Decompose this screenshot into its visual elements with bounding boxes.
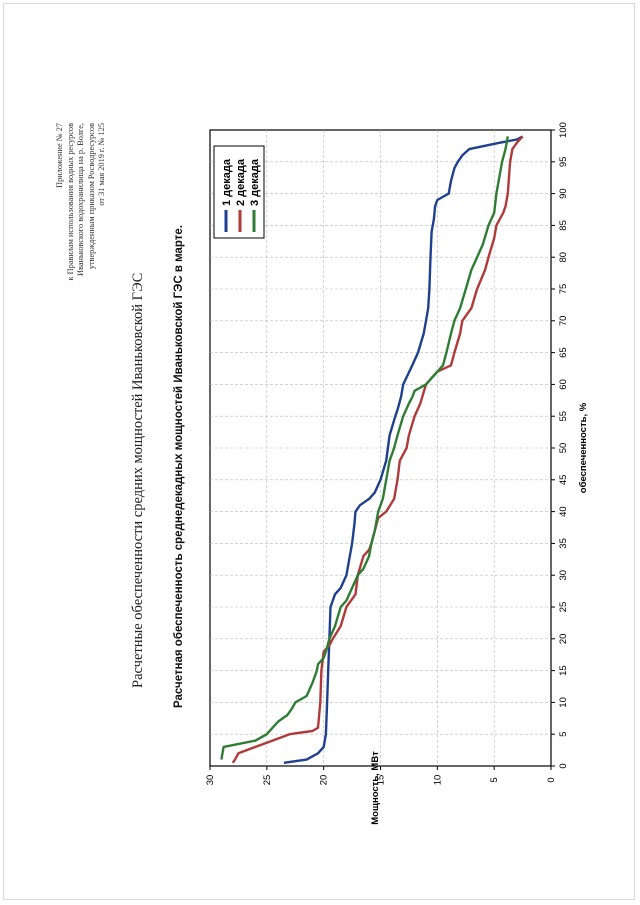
x-tick-label: 55 [558,411,569,422]
x-tick-label: 80 [558,252,569,263]
series-line-2 [231,135,524,764]
x-tick-label: 0 [558,763,569,768]
x-tick-label: 5 [558,732,569,737]
x-tick-label: 10 [558,697,569,708]
legend-label-3: 3 декада [249,158,261,206]
page-border [3,3,635,900]
x-tick-label: 90 [558,188,569,199]
x-tick-label: 30 [558,570,569,581]
y-axis-title: Мощность, МВт [370,751,381,825]
x-tick-label: 40 [558,506,569,517]
x-tick-label: 35 [558,538,569,549]
x-tick-label: 100 [558,122,569,138]
legend-label-2: 2 декада [235,158,247,206]
x-tick-label: 65 [558,347,569,358]
x-tick-label: 60 [558,379,569,390]
x-axis-title: обеспеченность, % [578,402,589,493]
legend-label-1: 1 декада [221,158,233,206]
x-tick-label: 20 [558,634,569,645]
series-line-3 [220,136,509,760]
y-tick-label: 20 [319,775,330,786]
x-tick-label: 70 [558,316,569,327]
x-tick-label: 25 [558,602,569,613]
x-tick-label: 15 [558,665,569,676]
y-tick-label: 30 [205,775,216,786]
x-tick-label: 95 [558,157,569,168]
y-tick-label: 15 [376,775,387,786]
x-tick-label: 45 [558,475,569,486]
series-line-1 [283,135,524,764]
y-tick-label: 0 [546,777,557,782]
x-tick-label: 75 [558,284,569,295]
x-tick-label: 50 [558,443,569,454]
y-tick-label: 25 [262,775,273,786]
y-tick-label: 5 [489,777,500,782]
y-tick-label: 10 [432,775,443,786]
x-tick-label: 85 [558,220,569,231]
